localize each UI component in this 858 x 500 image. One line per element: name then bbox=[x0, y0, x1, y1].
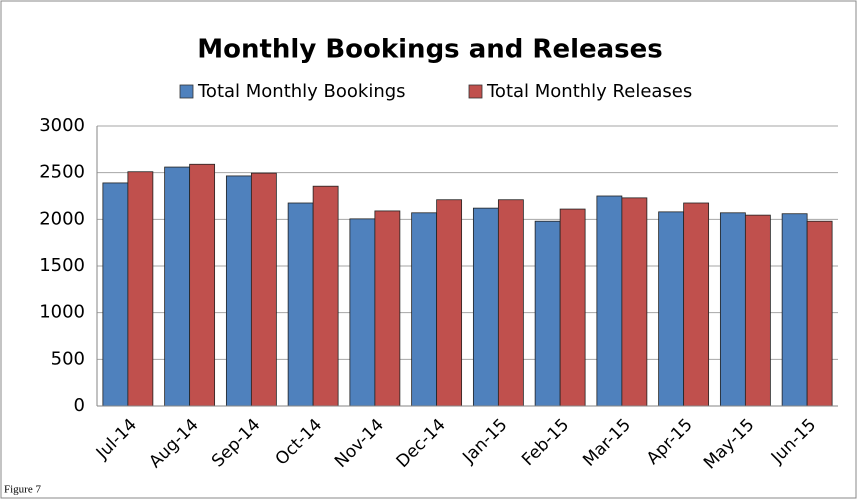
bar bbox=[744, 214, 771, 407]
legend-swatch bbox=[179, 84, 194, 99]
legend-swatch bbox=[468, 84, 483, 99]
bar bbox=[596, 195, 623, 407]
bar bbox=[534, 220, 561, 407]
figure-label: Figure 7 bbox=[4, 484, 41, 496]
bar bbox=[436, 199, 463, 407]
bar bbox=[411, 212, 438, 407]
bar bbox=[806, 220, 833, 407]
bar bbox=[164, 166, 191, 407]
bar bbox=[374, 210, 401, 407]
bar bbox=[189, 163, 216, 407]
y-tick-label: 500 bbox=[51, 348, 85, 369]
bar bbox=[658, 211, 685, 407]
y-tick-label: 3000 bbox=[39, 115, 85, 136]
y-tick-label: 2500 bbox=[39, 162, 85, 183]
bar bbox=[349, 218, 376, 407]
bar bbox=[559, 208, 586, 407]
legend-label: Total Monthly Bookings bbox=[197, 81, 406, 102]
bar bbox=[497, 199, 524, 407]
legend-label: Total Monthly Releases bbox=[486, 81, 692, 102]
bar bbox=[683, 202, 710, 407]
bar bbox=[781, 213, 808, 407]
y-tick-label: 0 bbox=[74, 395, 85, 416]
bar bbox=[719, 212, 746, 407]
chart-title: Monthly Bookings and Releases bbox=[197, 35, 663, 65]
y-tick-label: 2000 bbox=[39, 208, 85, 229]
bar bbox=[225, 175, 252, 407]
bar bbox=[250, 172, 277, 407]
bar bbox=[621, 197, 648, 407]
bar bbox=[127, 171, 154, 407]
y-tick-label: 1000 bbox=[39, 302, 85, 323]
bar bbox=[287, 202, 314, 407]
bar bbox=[102, 182, 129, 407]
y-tick-label: 1500 bbox=[39, 255, 85, 276]
bar bbox=[312, 185, 339, 407]
bar bbox=[472, 207, 499, 407]
